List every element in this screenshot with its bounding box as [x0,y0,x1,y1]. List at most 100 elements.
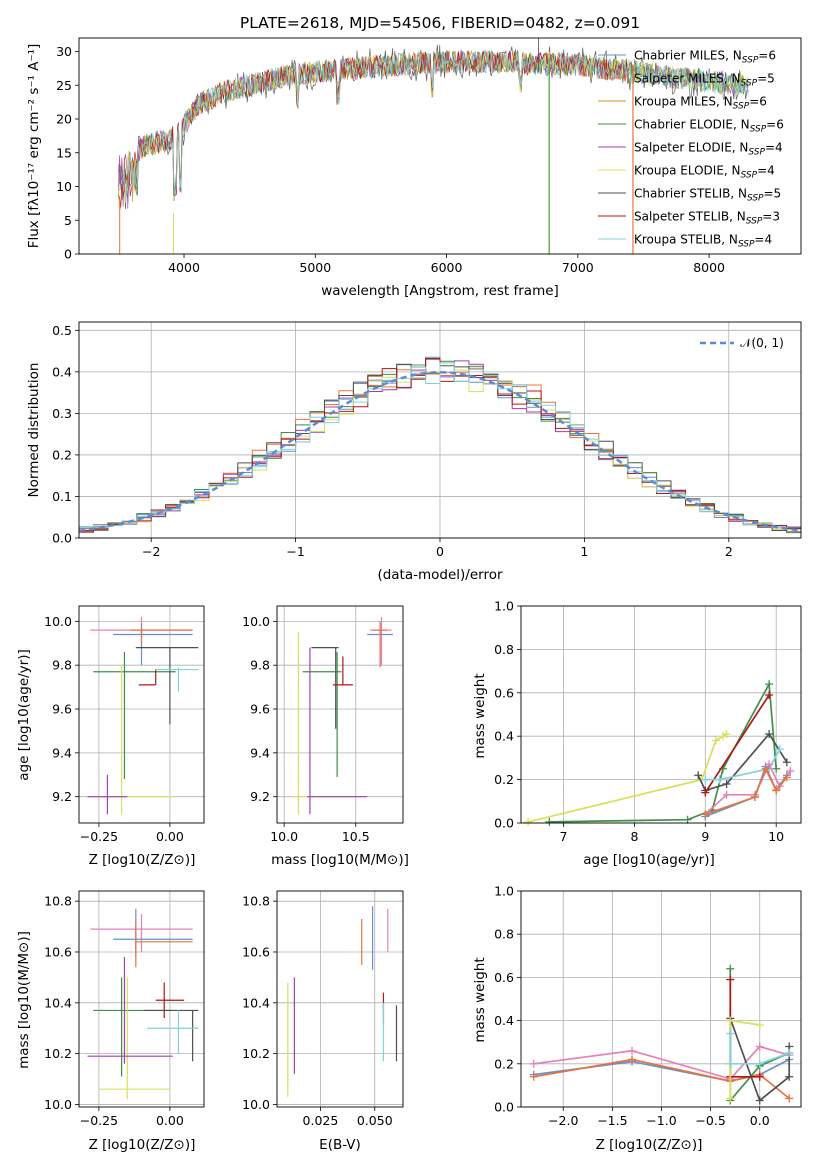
legend-entry-label: Kroupa STELIB, NSSP=4 [634,233,772,250]
weight-metallicity-point-marker [726,1059,735,1068]
weight-age-point-marker [722,730,731,739]
legend-entry-label: Salpeter STELIB, NSSP=3 [634,210,780,227]
weight-metallicity-point-marker [726,975,735,984]
mass-extinction-x-tick-label: 0.050 [357,1113,393,1128]
clipped-layer [79,356,801,535]
spectrum-y-tick-label: 5 [64,213,72,228]
mass-vs-metallicity-plot: −0.25 0.00 10.0 10.2 10.4 10.6 10.8 [44,890,205,1128]
weight-metallicity-x-tick-label: 0.0 [750,1113,770,1128]
spectrum-y-tick-label: 25 [56,78,72,93]
mass-metallicity-x-tick-label: −0.25 [80,1113,118,1128]
age-metallicity-x-tick-label: −0.25 [80,829,118,844]
residual-y-tick-label: 0.2 [52,447,72,462]
spectrum-y-tick-label: 10 [56,179,72,194]
mass-metallicity-x-tick-label: 0.00 [156,1113,184,1128]
weight-age-point-marker [694,771,703,780]
weight-metallicity-point-marker [529,1059,538,1068]
legend-entry-label: Salpeter MILES, NSSP=5 [634,72,775,89]
weight-metallicity-point-marker [726,1094,735,1103]
histogram-step [79,362,801,533]
age-mass-y-tick-label: 9.4 [250,745,270,760]
weight-vs-age-y-label: mass weight [472,673,488,758]
weight-age-y-tick-label: 0.4 [494,729,514,744]
weight-metallicity-point-marker [628,1046,637,1055]
spectrum-x-tick-label: 7000 [562,260,594,275]
weight-metallicity-y-tick-label: 0.6 [494,970,514,985]
spectrum-x-tick-label: 4000 [168,260,200,275]
weight-age-y-tick-label: 0.0 [494,816,514,831]
mass-vs-metallicity-x-label: Z [log10(Z/Z⊙)] [89,1137,196,1153]
weight-age-point-marker [765,730,774,739]
residual-x-tick-label: 0 [436,544,444,559]
residual-y-label: Normed distribution [26,363,42,498]
residual-plot-area: −2 −1 0 1 2 0.0 0.1 0.2 0.3 0.4 0.5 [52,321,802,559]
weight-age-point-marker [701,775,710,784]
age-metallicity-x-tick-label: 0.00 [156,829,184,844]
weight-age-point-marker [722,779,731,788]
legend-entry-label: Chabrier STELIB, NSSP=5 [634,187,781,204]
age-vs-mass-panel: 10.0 10.5 9.2 9.4 9.6 9.8 10.0 mass [log10(M/M… [242,605,409,868]
age-mass-axes-frame [276,605,404,824]
residual-y-tick-label: 0.1 [52,489,72,504]
mass-metallicity-axes-frame [78,890,205,1108]
mass-extinction-x-tick-label: 0.025 [303,1113,339,1128]
weight-metallicity-point-marker [755,1096,764,1105]
mass-vs-metallicity-y-label: mass [log10(M/M⊙)] [16,931,32,1069]
weight-metallicity-axes-frame [520,890,802,1108]
weight-age-point-marker [765,690,774,699]
age-metallicity-axes-frame [78,605,205,824]
age-mass-y-tick-label: 9.2 [250,789,270,804]
age-vs-mass-x-label: mass [log10(M/M⊙)] [271,852,409,868]
spectrum-y-label: Flux [fλ10⁻¹⁷ erg cm⁻² s⁻¹ A⁻¹] [26,44,42,249]
weight-age-point-marker [715,775,724,784]
spectrum-panel: 4000 5000 6000 7000 8000 0 5 10 15 20 25 30 PLATE=2… [26,14,802,299]
residual-y-tick-label: 0.5 [52,323,72,338]
weight-metallicity-point-marker [755,1072,764,1081]
weight-age-point-marker [782,758,791,767]
weight-metallicity-point-marker [785,1072,794,1081]
weight-vs-metallicity-panel: −2.0 −1.5 −1.0 −0.5 0.0 0.0 0.2 0.4 0.6 0.8 1.0 Z … [472,884,802,1153]
weight-age-series-line [549,681,778,823]
weight-age-y-tick-label: 0.2 [494,772,514,787]
normal-curve [79,371,801,532]
weight-age-point-marker [761,764,770,773]
weight-age-x-tick-label: 10 [768,829,784,844]
age-vs-metallicity-x-label: Z [log10(Z/Z⊙)] [89,852,196,868]
weight-metallicity-point-marker [755,1042,764,1051]
residual-x-tick-label: −1 [286,544,304,559]
weight-age-point-marker [524,817,533,826]
spectrum-legend: Chabrier MILES, NSSP=6 Salpeter MILES, NS… [598,49,784,250]
weight-vs-age-x-label: age [log10(age/yr)] [583,852,715,868]
weight-metallicity-point-marker [785,1049,794,1057]
weight-metallicity-y-tick-label: 0.2 [494,1056,514,1071]
weight-metallicity-x-tick-label: −0.5 [695,1113,725,1128]
weight-age-point-marker [765,680,774,689]
age-metallicity-y-tick-label: 9.4 [52,745,72,760]
age-metallicity-y-tick-label: 10.0 [44,614,72,629]
spectrum-y-tick-label: 15 [56,145,72,160]
weight-age-point-marker [545,817,554,826]
spectrum-y-tick-label: 0 [64,247,72,262]
weight-age-series-line [704,694,770,794]
normal-legend-label: 𝒩(0, 1) [740,336,784,350]
weight-age-point-marker [750,792,759,801]
residual-x-tick-label: −2 [142,544,160,559]
weight-metallicity-point-marker [628,1055,637,1064]
residual-x-label: (data-model)/error [377,567,503,583]
age-vs-mass-plot: 10.0 10.5 9.2 9.4 9.6 9.8 10.0 [242,605,404,844]
residual-axes-frame [78,321,802,539]
weight-age-point-marker [775,745,784,754]
age-metallicity-y-tick-label: 9.8 [52,658,72,673]
mass-metallicity-y-tick-label: 10.0 [44,1097,72,1112]
spectrum-x-tick-label: 8000 [693,260,725,275]
spectrum-x-tick-label: 6000 [431,260,463,275]
mass-vs-extinction-panel: 0.025 0.050 10.0 10.2 10.4 10.6 10.8 E(B-V) [242,890,404,1153]
weight-metallicity-point-marker [755,1059,764,1068]
age-vs-metallicity-plot: −0.25 0.00 9.2 9.4 9.6 9.8 10.0 [44,605,205,844]
mass-vs-extinction-plot: 0.025 0.050 10.0 10.2 10.4 10.6 10.8 [242,890,404,1128]
spectrum-x-tick-label: 5000 [299,260,331,275]
mass-vs-metallicity-panel: −0.25 0.00 10.0 10.2 10.4 10.6 10.8 Z [log10(Z… [16,890,205,1153]
weight-metallicity-y-tick-label: 0.0 [494,1100,514,1115]
legend-entry-label: Chabrier MILES, NSSP=6 [634,49,776,66]
